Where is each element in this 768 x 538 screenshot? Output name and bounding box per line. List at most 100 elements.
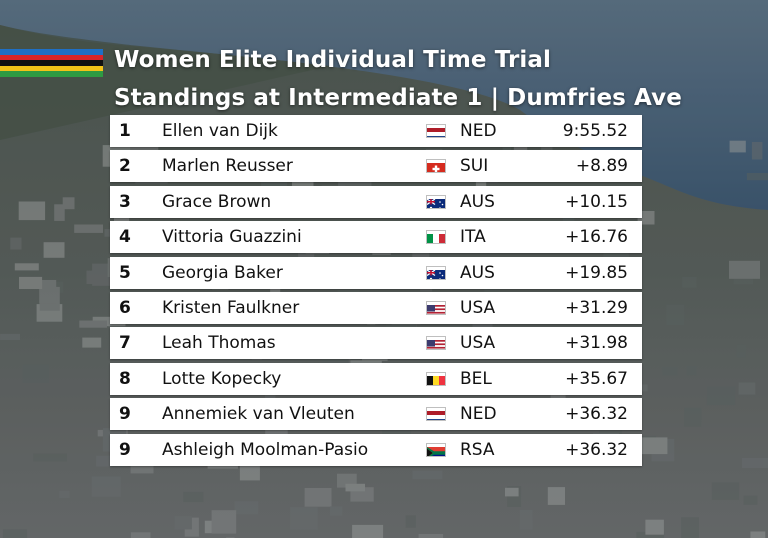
standings-row: 7 Leah Thomas USA +31.98: [110, 327, 642, 360]
rider-country: AUS: [460, 262, 495, 283]
standings-row: 6 Kristen Faulkner USA +31.29: [110, 292, 642, 324]
rsa-flag-icon: [426, 442, 446, 457]
rider-position: 1: [119, 121, 131, 141]
rider-position: 3: [119, 191, 131, 212]
building: [79, 320, 107, 328]
uci-rainbow-stripes: [0, 49, 103, 77]
rider-name: Grace Brown: [162, 191, 272, 212]
building: [547, 487, 565, 505]
rider-country: USA: [460, 298, 496, 318]
stripe: [0, 60, 103, 66]
building: [736, 344, 746, 358]
building: [706, 386, 736, 406]
building: [82, 337, 102, 348]
building: [39, 280, 57, 304]
ita-flag-icon: [426, 230, 446, 245]
rider-time-gap: +36.32: [565, 439, 628, 460]
building: [74, 224, 103, 233]
building: [33, 453, 67, 462]
standings-row: 3 Grace Brown AUS +10.15: [110, 185, 642, 218]
building: [239, 465, 260, 481]
building: [130, 532, 151, 538]
building: [14, 263, 39, 271]
building: [0, 333, 20, 340]
rider-country: USA: [460, 333, 496, 354]
sui-flag-icon: [426, 159, 446, 174]
rider-name: Lotte Kopecky: [162, 368, 282, 389]
rider-country: ITA: [460, 227, 486, 248]
building: [43, 242, 65, 258]
building: [22, 364, 49, 383]
standings-row: 2 Marlen Reusser SUI +8.89: [110, 150, 642, 183]
rider-country: BEL: [460, 368, 492, 389]
building: [502, 143, 512, 153]
rider-name: Kristen Faulkner: [162, 298, 300, 318]
building: [682, 277, 697, 288]
building: [751, 142, 763, 160]
building: [729, 140, 746, 153]
standings-row: 9 Annemiek van Vleuten NED +36.32: [110, 398, 642, 431]
stripe: [0, 54, 103, 61]
aus-flag-icon: [426, 194, 446, 209]
rider-time-gap: +16.76: [565, 227, 628, 248]
building: [666, 304, 685, 325]
building: [636, 531, 665, 538]
rider-country: SUI: [460, 156, 489, 177]
rider-name: Leah Thomas: [162, 333, 276, 354]
building: [645, 519, 664, 535]
rider-position: 7: [119, 333, 131, 354]
rider-position: 8: [119, 368, 131, 389]
building: [174, 516, 192, 530]
building: [92, 263, 112, 286]
building: [738, 382, 756, 395]
building: [519, 509, 533, 530]
building: [711, 482, 740, 500]
building: [729, 260, 760, 279]
rider-name: Ellen van Dijk: [162, 121, 278, 141]
building: [304, 488, 332, 507]
rider-time-gap: +35.67: [565, 368, 628, 389]
building: [662, 366, 678, 376]
rider-time-gap: +10.15: [565, 191, 628, 212]
building: [741, 457, 768, 468]
building: [62, 197, 75, 210]
building: [270, 279, 281, 302]
bel-flag-icon: [426, 371, 446, 386]
rider-time-gap: +31.98: [565, 333, 628, 354]
rider-position: 2: [119, 156, 131, 177]
rider-position: 4: [119, 227, 131, 248]
rider-time-gap: +31.29: [565, 298, 628, 318]
building: [234, 501, 259, 515]
building: [329, 506, 343, 516]
building: [92, 316, 126, 327]
building: [183, 491, 204, 503]
building: [86, 270, 98, 284]
building: [290, 507, 318, 530]
rider-position: 6: [119, 298, 131, 318]
building: [352, 524, 384, 538]
rider-time-gap: +36.32: [565, 404, 628, 425]
building: [418, 534, 444, 538]
stripe: [0, 71, 103, 77]
standings-row: 8 Lotte Kopecky BEL +35.67: [110, 362, 642, 395]
rider-name: Ashleigh Moolman-Pasio: [162, 439, 369, 460]
building: [91, 476, 121, 497]
building: [475, 179, 487, 192]
building: [505, 487, 519, 497]
building: [746, 173, 768, 181]
standings-row: 9 Ashleigh Moolman-Pasio RSA +36.32: [110, 433, 642, 466]
rider-name: Annemiek van Vleuten: [162, 404, 355, 425]
building: [345, 483, 365, 492]
building: [54, 204, 65, 221]
rider-country: AUS: [460, 191, 495, 212]
building: [684, 407, 702, 427]
rider-country: NED: [460, 121, 497, 141]
building: [743, 495, 758, 505]
building: [10, 237, 22, 250]
building: [265, 390, 276, 405]
standings-row: 4 Vittoria Guazzini ITA +16.76: [110, 221, 642, 254]
ned-flag-icon: [426, 407, 446, 422]
building: [686, 366, 697, 376]
building: [18, 201, 46, 221]
rider-time-gap: +19.85: [565, 262, 628, 283]
